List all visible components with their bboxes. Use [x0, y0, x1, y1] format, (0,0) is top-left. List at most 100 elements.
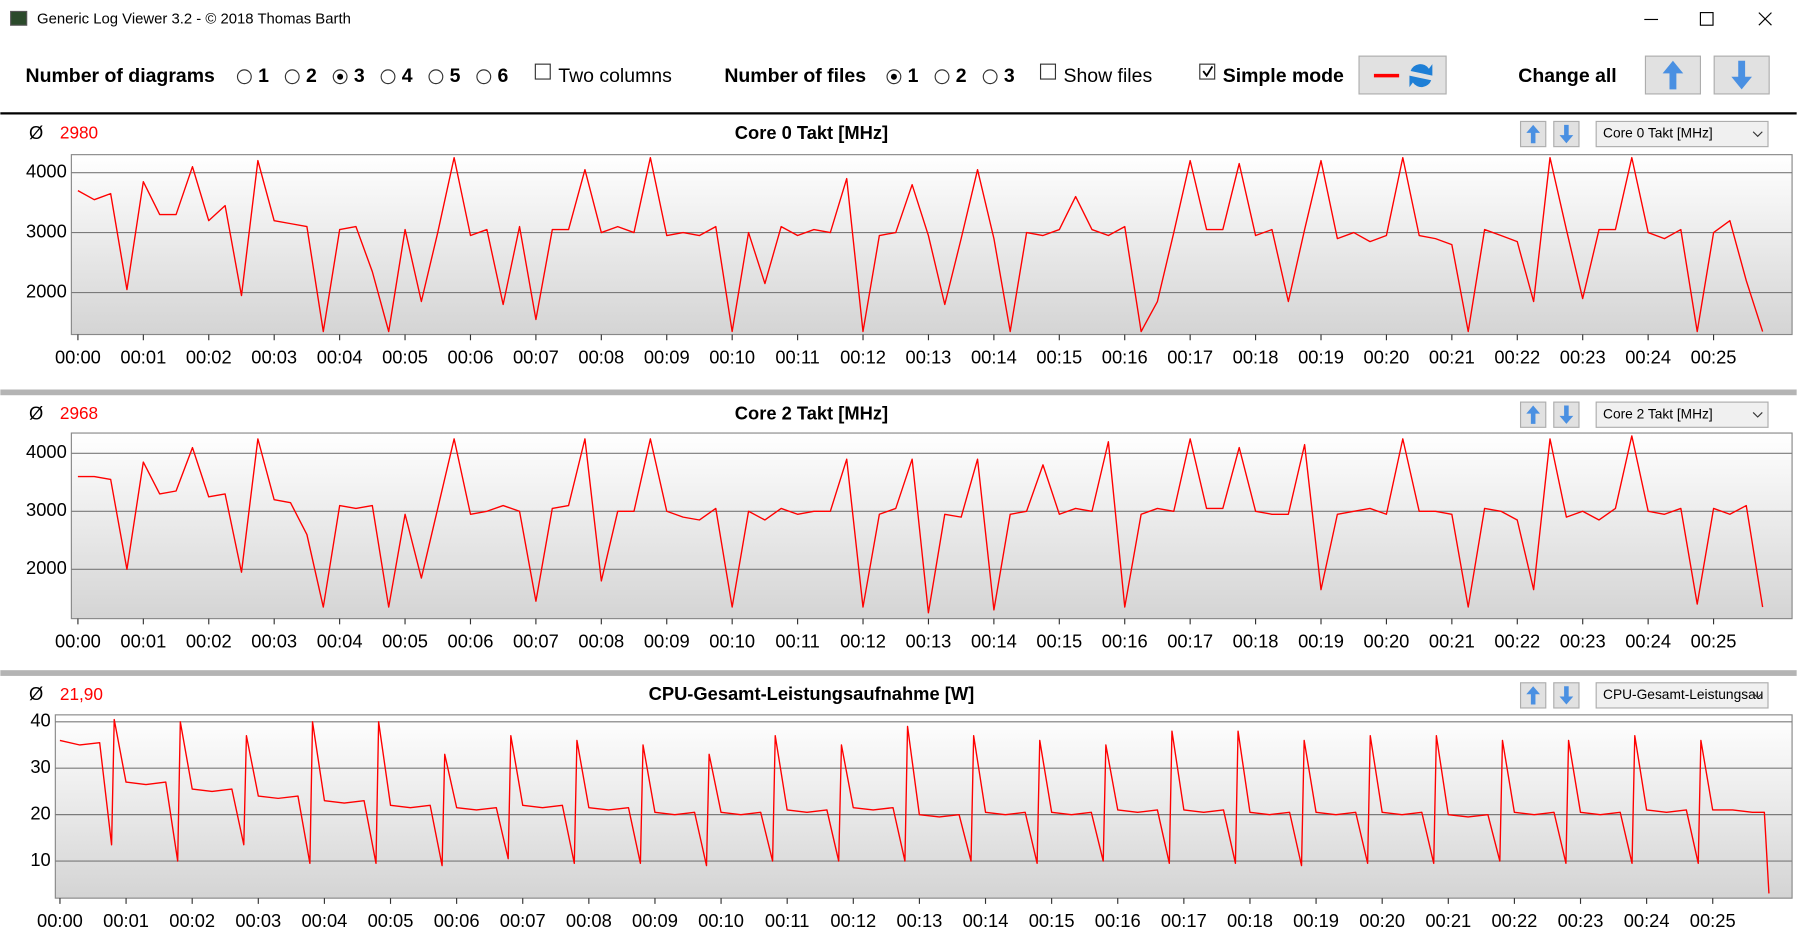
- x-tick-label: 00:23: [1558, 910, 1604, 931]
- y-tick-label: 4000: [26, 441, 67, 462]
- x-tick-label: 00:18: [1233, 631, 1279, 652]
- average-value: 2968: [60, 403, 98, 423]
- x-tick-label: 00:09: [644, 346, 690, 367]
- x-tick-label: 00:02: [186, 346, 232, 367]
- close-button[interactable]: [1758, 12, 1772, 26]
- diagram-radio-label: 4: [402, 65, 413, 87]
- channel-dropdown[interactable]: [1595, 120, 1769, 148]
- x-tick-label: 00:12: [830, 910, 876, 931]
- x-tick-label: 00:23: [1560, 346, 1606, 367]
- x-tick-label: 00:14: [971, 346, 1017, 367]
- x-tick-label: 00:07: [500, 910, 546, 931]
- x-tick-label: 00:25: [1690, 910, 1736, 931]
- average-value: 2980: [60, 123, 98, 143]
- x-tick-label: 00:01: [120, 631, 166, 652]
- average-value: 21,90: [60, 684, 103, 704]
- x-tick-label: 00:10: [709, 346, 755, 367]
- x-tick-label: 00:06: [448, 346, 494, 367]
- average-symbol: Ø: [29, 403, 43, 424]
- x-tick-label: 00:05: [368, 910, 414, 931]
- diagram-radio-label: 1: [258, 65, 269, 87]
- x-tick-label: 00:01: [120, 346, 166, 367]
- y-tick-label: 3000: [26, 499, 67, 520]
- channel-dropdown[interactable]: [1595, 682, 1769, 709]
- x-tick-label: 00:19: [1298, 631, 1344, 652]
- simple-mode-checkbox-label: Simple mode: [1223, 65, 1344, 87]
- y-tick-label: 30: [30, 756, 50, 777]
- file-radio[interactable]: [934, 69, 950, 85]
- diagram-radio[interactable]: [284, 69, 300, 85]
- x-tick-label: 00:11: [775, 631, 819, 652]
- average-symbol: Ø: [29, 122, 43, 143]
- x-tick-label: 00:20: [1364, 631, 1410, 652]
- x-tick-label: 00:02: [169, 910, 215, 931]
- simple-mode-checkbox[interactable]: [1199, 63, 1216, 80]
- x-tick-label: 00:20: [1364, 346, 1410, 367]
- data-line: [77, 156, 1764, 333]
- file-radio-dot: [890, 73, 897, 80]
- x-tick-label: 00:16: [1095, 910, 1141, 931]
- diagram-radio[interactable]: [380, 69, 396, 85]
- x-tick-label: 00:09: [632, 910, 678, 931]
- x-tick-label: 00:03: [235, 910, 281, 931]
- x-tick-label: 00:19: [1293, 910, 1339, 931]
- up-arrow-icon: [1662, 60, 1684, 90]
- diagram-radio-label: 6: [498, 65, 509, 87]
- data-line: [77, 435, 1764, 614]
- show-files-checkbox[interactable]: [1039, 63, 1057, 80]
- color-button[interactable]: [1358, 55, 1447, 95]
- x-tick-label: 00:14: [971, 631, 1017, 652]
- x-tick-label: 00:02: [186, 631, 232, 652]
- y-tick-label: 2000: [26, 557, 67, 578]
- x-tick-label: 00:07: [513, 346, 559, 367]
- channel-dropdown-text: Core 0 Takt [MHz]: [1603, 126, 1713, 141]
- y-tick-label: 3000: [26, 220, 67, 241]
- two-columns-checkbox[interactable]: [534, 63, 551, 80]
- plot-area: [70, 154, 1793, 336]
- x-tick-label: 00:04: [317, 631, 363, 652]
- maximize-button[interactable]: [1699, 12, 1714, 26]
- x-tick-label: 00:09: [644, 631, 690, 652]
- data-line: [59, 718, 1770, 894]
- chart-title: Core 2 Takt [MHz]: [735, 403, 888, 424]
- x-tick-label: 00:17: [1161, 910, 1207, 931]
- diagram-radio-dot: [337, 73, 344, 80]
- x-tick-label: 00:07: [513, 631, 559, 652]
- x-tick-label: 00:23: [1560, 631, 1606, 652]
- x-tick-label: 00:12: [840, 346, 886, 367]
- x-tick-label: 00:06: [434, 910, 480, 931]
- x-tick-label: 00:24: [1624, 910, 1670, 931]
- y-tick-label: 4000: [26, 160, 67, 181]
- x-tick-label: 00:21: [1429, 346, 1475, 367]
- x-tick-label: 00:03: [251, 631, 297, 652]
- dropdown-arrow: [1752, 692, 1763, 699]
- diagram-radio[interactable]: [428, 69, 444, 85]
- x-tick-label: 00:15: [1029, 910, 1075, 931]
- chart-title: Core 0 Takt [MHz]: [735, 122, 888, 143]
- file-radio[interactable]: [982, 69, 998, 85]
- channel-dropdown[interactable]: [1595, 401, 1769, 428]
- x-tick-label: 00:21: [1425, 910, 1471, 931]
- x-tick-label: 00:20: [1359, 910, 1405, 931]
- x-tick-label: 00:08: [578, 631, 624, 652]
- window-title: Generic Log Viewer 3.2 - © 2018 Thomas B…: [37, 11, 351, 27]
- x-tick-label: 00:01: [103, 910, 149, 931]
- panel-separator: [0, 389, 1797, 396]
- x-tick-label: 00:10: [698, 910, 744, 931]
- x-tick-label: 00:18: [1233, 346, 1279, 367]
- y-tick-label: 2000: [26, 280, 67, 301]
- y-tick-label: 40: [30, 710, 50, 731]
- app-icon: [10, 10, 28, 26]
- x-tick-label: 00:16: [1102, 631, 1148, 652]
- x-tick-label: 00:13: [906, 346, 952, 367]
- diagram-radio[interactable]: [236, 69, 252, 85]
- change-all-label: Change all: [1518, 65, 1616, 87]
- x-tick-label: 00:04: [301, 910, 347, 931]
- file-radio-label: 3: [1004, 65, 1015, 87]
- x-tick-label: 00:18: [1227, 910, 1273, 931]
- diagram-radio[interactable]: [476, 69, 492, 85]
- plot-area: [70, 432, 1793, 620]
- diagram-radio-label: 3: [354, 65, 365, 87]
